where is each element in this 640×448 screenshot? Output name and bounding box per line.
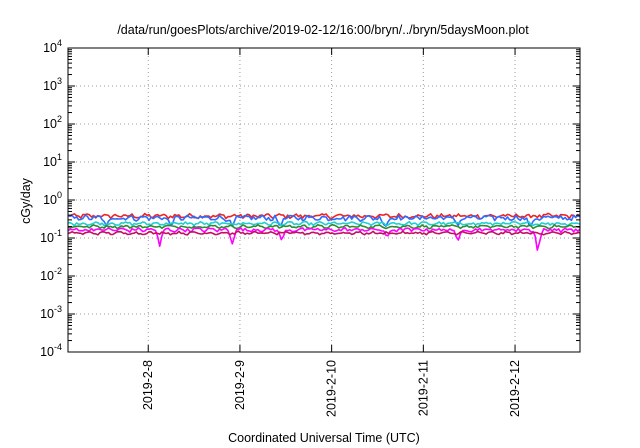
x-axis: 2019-2-8 2019-2-9 2019-2-10 2019-2-11 2019-2… — [141, 48, 522, 417]
y-tick-label: 10-2 — [40, 266, 62, 283]
y-tick-label: 10-3 — [40, 304, 62, 321]
series-line — [67, 212, 581, 220]
x-axis-label: Coordinated Universal Time (UTC) — [228, 431, 420, 445]
series-line — [67, 220, 581, 227]
x-tick-label: 2019-2-9 — [233, 360, 247, 410]
series-line — [67, 224, 581, 230]
y-axis: 10-4 10-3 10-2 10-1 100 101 102 103 104 — [40, 38, 580, 359]
series-line — [67, 214, 581, 228]
y-tick-label: 10-1 — [40, 228, 62, 245]
y-tick-label: 10-4 — [40, 342, 62, 359]
x-tick-label: 2019-2-10 — [325, 360, 339, 417]
chart-title: /data/run/goesPlots/archive/2019-02-12/1… — [117, 23, 529, 37]
grid — [68, 48, 580, 352]
y-tick-label: 100 — [43, 190, 62, 207]
series-lines — [67, 212, 581, 251]
x-tick-label: 2019-2-11 — [416, 360, 430, 416]
y-tick-label: 104 — [43, 38, 62, 55]
series-line — [67, 230, 581, 236]
y-axis-label: cGy/day — [19, 177, 33, 224]
series-line — [67, 227, 581, 251]
x-tick-label: 2019-2-12 — [508, 360, 522, 417]
y-tick-label: 102 — [43, 114, 62, 131]
y-tick-label: 103 — [43, 76, 62, 93]
y-tick-label: 101 — [43, 152, 62, 169]
x-tick-label: 2019-2-8 — [141, 360, 155, 410]
